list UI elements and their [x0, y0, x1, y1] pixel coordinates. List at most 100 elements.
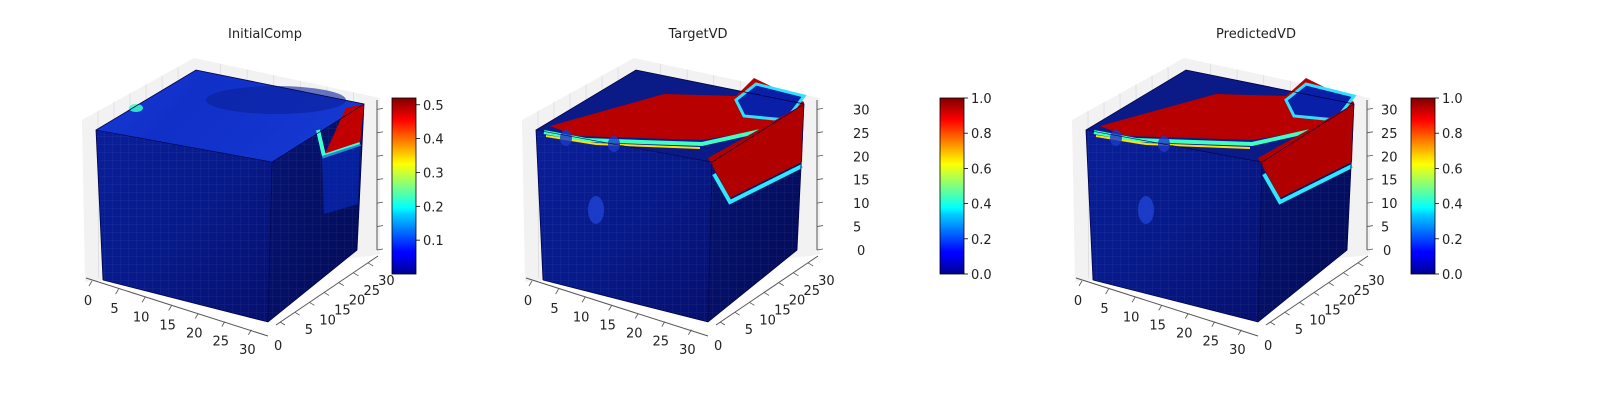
- y-tick-mark: [309, 301, 315, 306]
- colorbar-tick-label: 0.3: [423, 166, 444, 181]
- top-highlight: [129, 104, 143, 112]
- y-tick-label: 15: [774, 303, 791, 318]
- cube-front-grid: [96, 130, 272, 322]
- x-tick-mark: [168, 305, 173, 311]
- y-tick-label: 10: [1309, 313, 1326, 328]
- y-tick-mark: [1328, 282, 1334, 286]
- y-tick-mark: [338, 282, 344, 286]
- x-tick-label: 30: [679, 343, 696, 358]
- colorbar-tick-label: 0.8: [1442, 127, 1463, 142]
- z-tick-mark: [376, 154, 384, 157]
- colorbar: 0.0 0.2 0.4 0.6 0.8 1.0: [939, 92, 992, 283]
- colorbar-tick-label: 0.0: [1442, 268, 1463, 283]
- colorbar-tick-label: 0.6: [971, 162, 992, 177]
- y-tick-label: 25: [363, 284, 380, 299]
- y-tick-mark: [1343, 272, 1349, 277]
- z-tick-mark: [816, 154, 824, 157]
- z-tick-mark: [1366, 107, 1374, 110]
- colorbar-tick-label: 0.2: [971, 233, 992, 248]
- z-tick-mark: [376, 131, 384, 134]
- x-tick-mark: [661, 321, 666, 327]
- colorbar-tick-label: 0.8: [971, 127, 992, 142]
- z-tick-mark: [1366, 154, 1374, 157]
- y-tick-mark: [323, 292, 330, 296]
- y-tick-label: 20: [789, 294, 806, 309]
- y-tick-label: 20: [349, 294, 366, 309]
- x-tick-label: 5: [1100, 302, 1108, 317]
- z-tick-mark: [376, 178, 384, 181]
- top-inner-hole: [734, 82, 807, 122]
- y-tick-label: 15: [334, 303, 351, 318]
- x-tick-mark: [1211, 321, 1216, 327]
- x-tick-mark: [221, 321, 226, 327]
- y-tick-mark: [353, 272, 359, 277]
- y-tick-mark: [778, 282, 784, 286]
- x-tick-mark: [555, 288, 559, 295]
- colorbar-tick-label: 0.2: [1442, 233, 1463, 248]
- top-low-region: [206, 86, 346, 114]
- colorbar-tick-label: 0.2: [423, 200, 444, 215]
- colorbar-tick-label: 0.4: [1442, 198, 1463, 213]
- z-tick-label: 20: [853, 150, 870, 165]
- z-tick-mark: [376, 201, 384, 204]
- y-tick-mark: [1299, 301, 1305, 306]
- z-tick-label: 15: [1381, 174, 1398, 189]
- x-tick-mark: [688, 329, 692, 335]
- y-tick-mark: [793, 272, 799, 277]
- front-spot: [1138, 196, 1154, 224]
- front-spot: [588, 196, 604, 224]
- top-high-band: [550, 78, 804, 140]
- y-tick-mark: [279, 321, 286, 326]
- x-tick-label: 20: [1176, 327, 1193, 342]
- colorbar-tick-label: 0.0: [971, 268, 992, 283]
- y-tick-label: 25: [803, 284, 820, 299]
- x-tick-mark: [528, 280, 533, 287]
- x-tick-label: 30: [1229, 343, 1246, 358]
- side-mid-region: [322, 144, 360, 214]
- y-axis-line: [715, 255, 819, 326]
- z-tick-label: 0: [857, 244, 865, 259]
- y-tick-mark: [367, 262, 374, 267]
- x-axis-line: [525, 277, 709, 337]
- z-tick-mark: [1366, 178, 1374, 181]
- y-axis-line: [1265, 255, 1369, 326]
- colorbar-gradient: [391, 97, 417, 275]
- y-tick-mark: [1284, 311, 1290, 316]
- y-tick-mark: [719, 321, 726, 326]
- cube-edge: [267, 161, 273, 323]
- side-high-region: [708, 104, 804, 198]
- colorbar-tick-label: 0.1: [423, 234, 444, 249]
- y-tick-mark: [1313, 292, 1320, 296]
- z-tick-label: 30: [853, 103, 870, 118]
- z-tick-label: 10: [853, 197, 870, 212]
- y-tick-mark: [1357, 262, 1364, 267]
- x-tick-label: 0: [1074, 294, 1082, 309]
- front-spot: [1110, 130, 1122, 146]
- y-tick-mark: [734, 311, 740, 316]
- z-tick-mark: [816, 201, 824, 204]
- z-tick-mark: [816, 248, 824, 251]
- colorbar-tick-label: 0.5: [423, 99, 444, 114]
- colorbar: 0.0 0.2 0.4 0.6 0.8 1.0: [1410, 92, 1463, 283]
- top-inner-hole: [1284, 82, 1357, 122]
- z-tick-label: 5: [853, 221, 861, 236]
- z-tick-mark: [1366, 225, 1374, 227]
- x-tick-mark: [1158, 305, 1163, 311]
- z-tick-mark: [1366, 201, 1374, 204]
- colorbar-gradient: [1410, 97, 1436, 275]
- x-tick-label: 10: [1123, 310, 1140, 325]
- colorbar-tick-label: 0.4: [971, 198, 992, 213]
- y-tick-mark: [763, 292, 770, 296]
- colorbar-gradient: [939, 97, 965, 275]
- y-tick-mark: [294, 311, 300, 316]
- subplot-title: PredictedVD: [1216, 27, 1296, 42]
- x-tick-mark: [581, 297, 586, 303]
- top-high-band: [1100, 78, 1354, 140]
- cube-edge: [707, 161, 713, 323]
- x-tick-label: 10: [133, 310, 150, 325]
- z-tick-label: 10: [1381, 197, 1398, 212]
- y-tick-label: 25: [1353, 284, 1370, 299]
